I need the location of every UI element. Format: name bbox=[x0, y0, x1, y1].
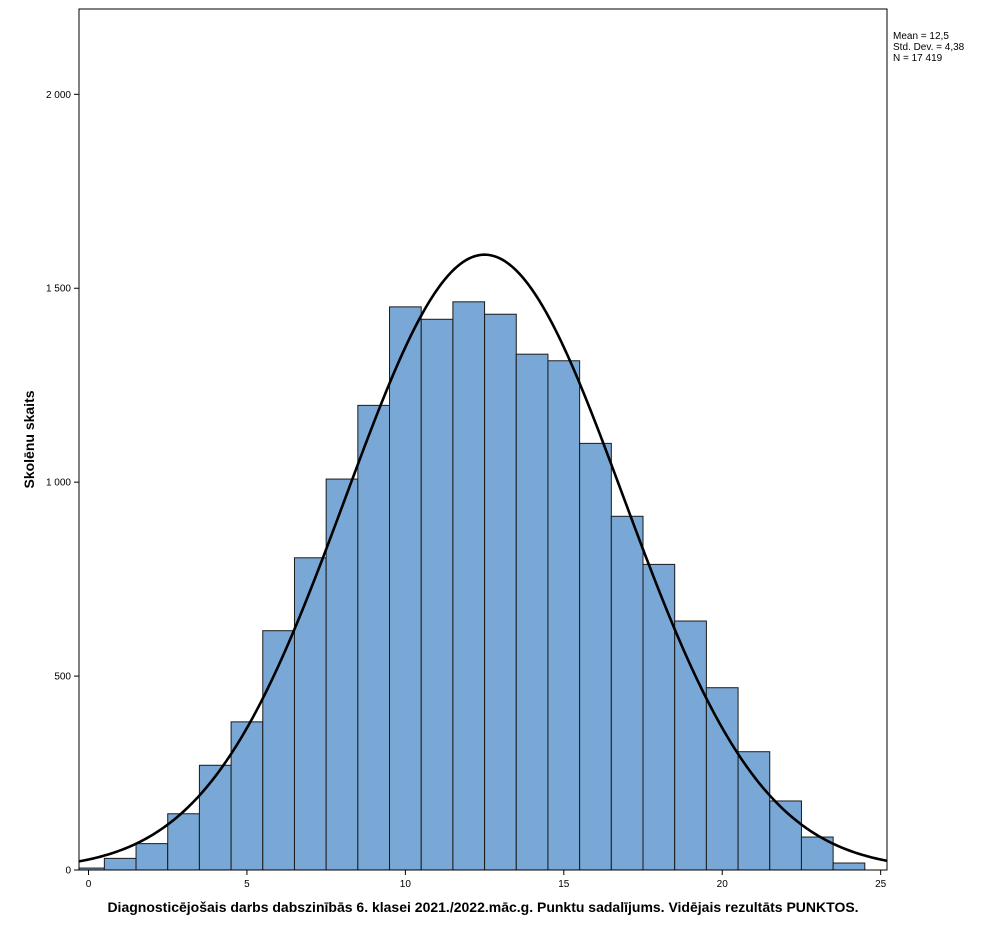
y-axis-title: Skolēnu skaits bbox=[21, 390, 37, 488]
normal-curve bbox=[78, 253, 888, 863]
histogram-bar bbox=[198, 764, 232, 871]
x-tick-label: 20 bbox=[717, 879, 729, 890]
histogram-bar bbox=[452, 301, 486, 871]
histogram-bar bbox=[705, 687, 739, 871]
histogram-bar bbox=[420, 318, 454, 871]
histogram-bar bbox=[547, 360, 581, 871]
y-tick-label: 500 bbox=[54, 672, 71, 683]
histogram-bar bbox=[674, 620, 707, 871]
histogram-bar bbox=[737, 751, 771, 871]
x-axis-title: Diagnosticējošais darbs dabszinībās 6. k… bbox=[107, 899, 858, 915]
histogram-bar bbox=[135, 843, 169, 871]
y-tick-label: 0 bbox=[65, 866, 71, 877]
x-tick-label: 15 bbox=[558, 879, 570, 890]
x-tick-label: 10 bbox=[400, 879, 412, 890]
x-axis: 0 5 10 15 20 25 bbox=[86, 870, 887, 890]
y-tick-label: 2 000 bbox=[46, 90, 71, 101]
y-tick-label: 1 500 bbox=[46, 284, 71, 295]
stat-mean: Mean = 12,5 bbox=[893, 31, 949, 42]
histogram-bar bbox=[357, 404, 391, 871]
histogram-bar bbox=[293, 557, 327, 871]
histogram-bar bbox=[103, 857, 137, 871]
histogram-bar bbox=[832, 862, 866, 871]
histogram-bar bbox=[579, 442, 612, 871]
y-tick-label: 1 000 bbox=[46, 478, 71, 489]
y-axis: 0 500 1 000 1 500 2 000 bbox=[46, 90, 79, 877]
histogram-bar bbox=[484, 313, 517, 871]
histogram-bars bbox=[78, 301, 866, 871]
x-tick-label: 0 bbox=[86, 879, 92, 890]
x-tick-label: 5 bbox=[244, 879, 250, 890]
histogram-bar bbox=[389, 306, 422, 871]
stat-std-dev: Std. Dev. = 4,38 bbox=[893, 42, 965, 53]
histogram-bar bbox=[610, 515, 644, 871]
histogram-bar bbox=[642, 563, 676, 871]
histogram-bar bbox=[515, 353, 549, 871]
statistics-legend: Mean = 12,5 Std. Dev. = 4,38 N = 17 419 bbox=[893, 31, 964, 64]
stat-n: N = 17 419 bbox=[893, 53, 943, 64]
x-tick-label: 25 bbox=[875, 879, 887, 890]
plot-frame bbox=[78, 8, 888, 871]
